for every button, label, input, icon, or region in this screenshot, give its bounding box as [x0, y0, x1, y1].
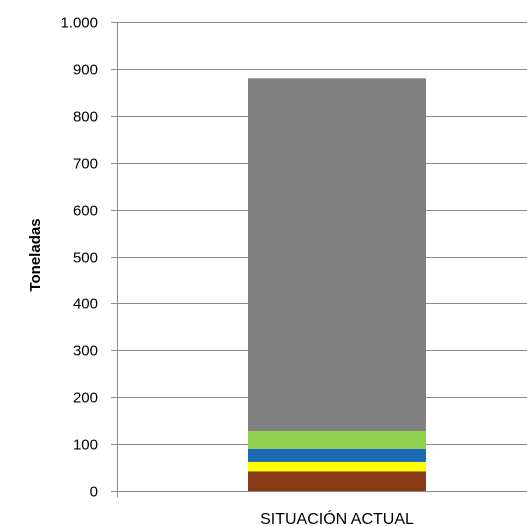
bar-segment-2 [248, 448, 426, 462]
y-axis-title: Toneladas [27, 218, 44, 291]
y-tick-label: 1.000 [60, 15, 98, 32]
y-tick-label: 700 [73, 156, 98, 173]
y-tick-label: 300 [73, 343, 98, 360]
y-tick-label: 400 [73, 296, 98, 313]
y-tick-label: 500 [73, 250, 98, 267]
y-tick-label: 600 [73, 203, 98, 220]
y-tick-label: 200 [73, 390, 98, 407]
y-tick-label: 0 [90, 484, 98, 501]
bar-segment-3 [248, 430, 426, 449]
axes [111, 22, 118, 497]
bar-stack [248, 78, 426, 491]
bar-segment-4 [248, 78, 426, 431]
y-tick-label: 800 [73, 109, 98, 126]
x-category-label: SITUACIÓN ACTUAL [260, 509, 414, 526]
y-tick-labels: 0 100 200 300 400 500 600 700 800 900 1.000 [60, 15, 98, 501]
bar-segment-1 [248, 461, 426, 472]
bar-segment-0 [248, 471, 426, 491]
y-tick-label: 900 [73, 62, 98, 79]
y-tick-label: 100 [73, 437, 98, 454]
